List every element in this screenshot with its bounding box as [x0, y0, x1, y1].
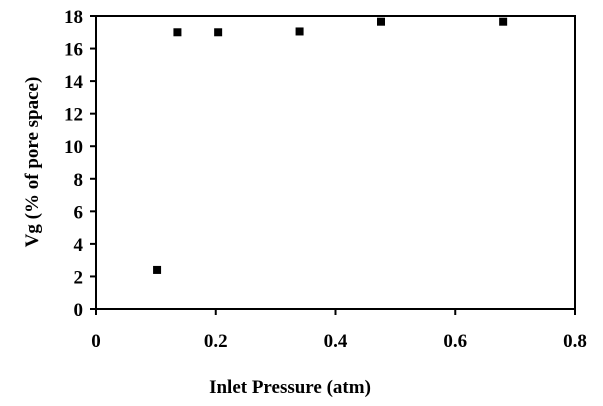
- y-tick-label: 10: [64, 137, 83, 158]
- x-tick-label: 0.2: [204, 331, 228, 352]
- y-tick-label: 14: [64, 72, 84, 93]
- y-axis: 0 2 4 6 8 10 12 14 16 18: [64, 7, 96, 321]
- x-axis: 0 0.2 0.4 0.6 0.8: [91, 309, 587, 352]
- data-points: [153, 17, 508, 274]
- y-axis-title: Vg (% of pore space): [22, 77, 43, 248]
- data-point: [499, 17, 508, 26]
- plot-area-border: [95, 15, 576, 310]
- y-tick-label: 6: [74, 202, 84, 223]
- data-point: [153, 265, 162, 274]
- data-point: [295, 27, 304, 36]
- x-tick-label: 0.8: [563, 331, 587, 352]
- x-tick-label: 0: [91, 331, 101, 352]
- data-point: [173, 28, 182, 37]
- y-tick-label: 2: [74, 267, 84, 288]
- data-point: [214, 28, 223, 37]
- data-point: [377, 17, 386, 26]
- x-tick-label: 0.6: [443, 331, 467, 352]
- y-tick-label: 18: [64, 7, 83, 28]
- y-tick-label: 12: [64, 105, 83, 126]
- x-axis-title: Inlet Pressure (atm): [209, 377, 371, 398]
- y-tick-label: 4: [74, 235, 84, 256]
- y-tick-label: 0: [74, 300, 84, 321]
- plot-frame: [95, 15, 576, 310]
- x-tick-label: 0.4: [324, 331, 348, 352]
- y-tick-label: 16: [64, 40, 83, 61]
- y-tick-label: 8: [74, 170, 84, 191]
